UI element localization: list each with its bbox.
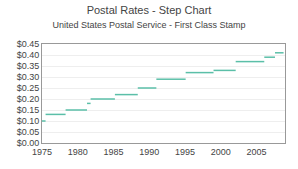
svg-text:1980: 1980 (68, 147, 88, 157)
svg-text:2005: 2005 (246, 147, 266, 157)
svg-text:$0.35: $0.35 (17, 61, 40, 71)
svg-text:Postal Rates - Step ChartUnite: Postal Rates - Step ChartUnited States P… (52, 4, 245, 30)
svg-text:2000: 2000 (211, 147, 231, 157)
svg-text:$0.25: $0.25 (17, 83, 40, 93)
svg-text:$0.15: $0.15 (17, 105, 40, 115)
svg-text:$0.05: $0.05 (17, 127, 40, 137)
svg-text:$0.20: $0.20 (17, 94, 40, 104)
svg-text:$0.00: $0.00 (17, 138, 40, 148)
svg-text:$0.45: $0.45 (17, 39, 40, 49)
svg-text:1975: 1975 (32, 147, 52, 157)
svg-text:$0.30: $0.30 (17, 72, 40, 82)
svg-text:1995: 1995 (175, 147, 195, 157)
svg-text:$0.10: $0.10 (17, 116, 40, 126)
svg-text:1985: 1985 (103, 147, 123, 157)
svg-text:$0.40: $0.40 (17, 50, 40, 60)
svg-text:1990: 1990 (139, 147, 159, 157)
